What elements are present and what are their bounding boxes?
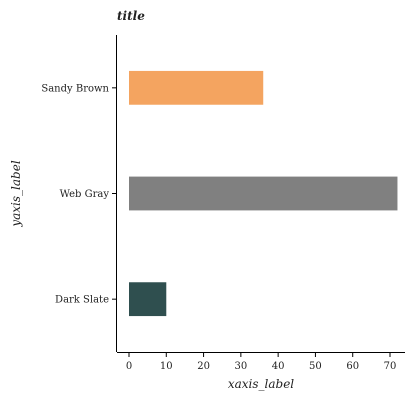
x-tick-label: 0	[126, 361, 132, 372]
y-axis-label: yaxis_label	[9, 160, 23, 227]
x-tick-label: 60	[346, 361, 359, 372]
x-tick-label: 30	[234, 361, 247, 372]
x-tick-label: 70	[384, 361, 397, 372]
x-tick-label: 20	[197, 361, 210, 372]
x-tick-label: 10	[160, 361, 173, 372]
bar-dark-slate	[129, 282, 167, 317]
y-ticks: Dark Slate Web Gray Sandy Brown	[41, 83, 117, 306]
x-ticks: 0 10 20 30 40 50 60 70	[126, 352, 397, 372]
chart-title: title	[117, 9, 145, 23]
y-tick-label: Sandy Brown	[41, 83, 109, 94]
x-tick-label: 50	[309, 361, 322, 372]
x-tick-label: 40	[272, 361, 285, 372]
bar-sandy-brown	[129, 70, 264, 105]
bar-web-gray	[129, 176, 398, 211]
y-tick-label: Dark Slate	[55, 295, 109, 306]
x-axis-label: xaxis_label	[228, 377, 294, 391]
y-tick-label: Web Gray	[60, 189, 110, 200]
bars-group	[129, 70, 398, 317]
